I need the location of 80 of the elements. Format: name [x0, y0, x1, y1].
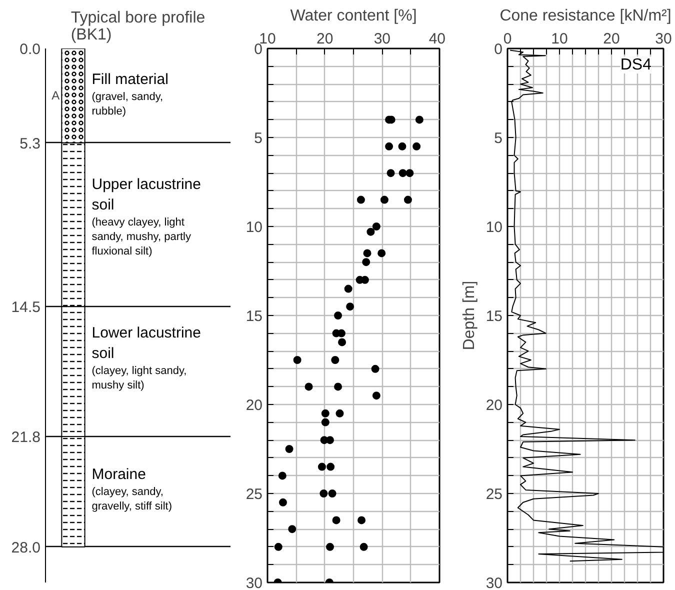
- y-tick-label: 30: [246, 575, 263, 590]
- point: [358, 516, 366, 524]
- point: [404, 196, 412, 204]
- point: [321, 409, 330, 418]
- point: [362, 258, 370, 266]
- y-tick-label: 15: [486, 308, 503, 325]
- point: [356, 196, 365, 204]
- annotation: (gravel, sandy, rubble): [92, 90, 164, 118]
- point: [334, 312, 342, 320]
- point: [344, 284, 352, 293]
- point: [278, 498, 287, 506]
- point: [360, 542, 368, 551]
- point: [363, 249, 372, 258]
- y-tick-label: 20: [486, 397, 503, 414]
- chart-title: Cone resistance [kN/m²]: [500, 8, 672, 24]
- point: [415, 116, 424, 124]
- series-label: Lower lacustrine soil: [92, 324, 201, 362]
- y-tick-label: 21.8: [11, 429, 41, 446]
- point: [318, 462, 326, 471]
- point: [412, 142, 421, 150]
- point: [332, 516, 340, 524]
- point: [285, 445, 294, 453]
- y-tick-label: 5.3: [20, 135, 41, 152]
- point: [288, 525, 296, 534]
- point: [338, 338, 346, 346]
- y-tick-label: 30: [486, 575, 503, 590]
- point: [334, 382, 342, 391]
- x-tick-label: 20: [603, 30, 620, 48]
- point: [278, 472, 286, 480]
- y-tick-label: 14.5: [11, 299, 41, 316]
- point: [366, 228, 375, 236]
- y-tick-label: 0: [494, 41, 502, 58]
- point: [372, 392, 380, 400]
- point: [372, 222, 380, 230]
- point: [321, 418, 330, 426]
- x-tick-label: 30: [374, 30, 391, 48]
- y-tick-label: 25: [246, 486, 263, 503]
- y-tick-label: 25: [486, 486, 503, 503]
- y-tick-label: 5: [494, 130, 502, 147]
- annotation: (heavy clayey, light sandy, mushy, partly fluxional silt): [92, 216, 192, 258]
- point: [331, 356, 340, 364]
- x-tick-label: 40: [428, 30, 446, 48]
- point: [398, 142, 406, 150]
- point: [386, 169, 395, 178]
- point: [326, 462, 335, 471]
- chart-title: Typical bore profile (BK1): [70, 10, 206, 44]
- x-tick-label: 20: [316, 30, 334, 48]
- x-tick-label: 10: [551, 30, 568, 48]
- point: [406, 169, 414, 178]
- annotation: (clayey, light sandy, mushy silt): [92, 365, 187, 392]
- point: [336, 409, 344, 418]
- y-tick-label: 5: [254, 130, 262, 147]
- y-tick-label: 10: [246, 219, 263, 236]
- y-tick-label: 0: [254, 41, 262, 58]
- point: [304, 382, 313, 391]
- y-tick-label: 28.0: [11, 539, 41, 556]
- x-tick-label: 30: [655, 30, 672, 48]
- y-tick-label: 0.0: [20, 41, 41, 58]
- point: [346, 302, 354, 311]
- series-label: Fill material: [92, 70, 168, 88]
- point: [385, 142, 394, 150]
- chart-title: Water content [%]: [290, 8, 417, 24]
- y-axis-title: Depth [m]: [460, 280, 478, 350]
- point: [328, 490, 336, 498]
- point: [378, 249, 386, 258]
- annotation: (clayey, sandy, gravelly, stiff silt): [92, 486, 172, 513]
- y-tick-label: 20: [246, 397, 263, 414]
- y-tick-label: 15: [246, 308, 263, 325]
- series-label: Moraine: [92, 466, 146, 484]
- point: [320, 490, 328, 498]
- point: [293, 356, 302, 364]
- point: [398, 169, 407, 178]
- point: [371, 364, 380, 373]
- y-tick-label: 10: [486, 219, 503, 236]
- point: [274, 542, 282, 551]
- annotation: A: [52, 88, 60, 103]
- text: DS4: [620, 56, 652, 74]
- series-label: Upper lacustrine soil: [92, 176, 201, 214]
- point: [380, 196, 388, 204]
- point: [326, 542, 334, 551]
